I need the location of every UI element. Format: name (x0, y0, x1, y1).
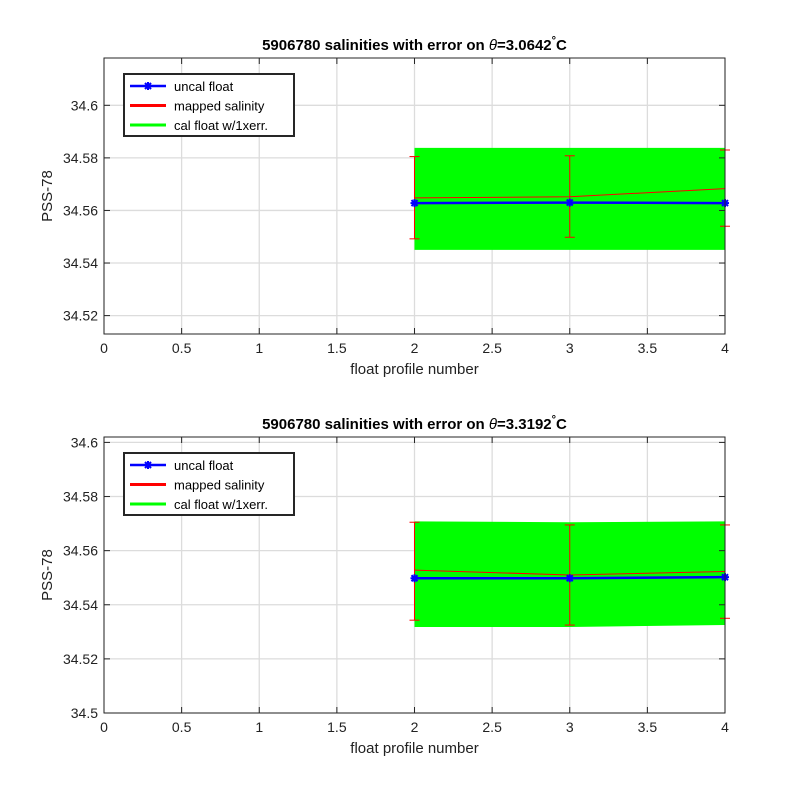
x-tick-label: 0 (100, 340, 108, 356)
legend-item: cal float w/1xerr. (130, 497, 268, 512)
x-tick-label: 1.5 (327, 719, 347, 735)
title-theta: θ (489, 37, 497, 54)
x-tick-label: 2.5 (482, 340, 502, 356)
chart-2: 0 0.5 1 1.5 2 2.5 3 3.5 4 34.5 34.52 34.54 34.56 34.5… (39, 414, 730, 757)
title-prefix: 5906780 salinities with error on (262, 37, 489, 54)
legend-label: mapped salinity (174, 478, 265, 493)
x-tick-label: 4 (721, 719, 729, 735)
legend-item: mapped salinity (130, 478, 265, 493)
chart-title: 5906780 salinities with error on θ=3.319… (262, 414, 567, 433)
marker-d2 (566, 574, 574, 582)
x-tick-label: 1.5 (327, 340, 347, 356)
uncal-float-point (565, 198, 574, 207)
marker-d2 (410, 574, 419, 582)
y-tick-label: 34.52 (63, 308, 98, 324)
x-axis-label: float profile number (350, 361, 478, 378)
x-tick-label: 0.5 (172, 719, 192, 735)
legend-item: uncal float (130, 458, 234, 473)
legend-item: cal float w/1xerr. (130, 118, 268, 133)
title-value: =3.3192 (497, 416, 552, 433)
legend-label: mapped salinity (174, 99, 265, 114)
x-tick-label: 1 (255, 719, 263, 735)
x-tick-label: 2 (411, 340, 419, 356)
marker-d2 (410, 199, 419, 207)
y-tick-label: 34.56 (63, 202, 98, 218)
title-value: =3.0642 (497, 37, 552, 54)
y-axis-label: PSS-78 (39, 549, 56, 601)
title-unit: C (556, 416, 567, 433)
uncal-float-point (410, 574, 419, 583)
chart-1: 0 0.5 1 1.5 2 2.5 3 3.5 4 34.52 34.54 34.56 34.58 34.… (39, 35, 730, 378)
x-tick-label: 3.5 (638, 719, 658, 735)
y-tick-label: 34.56 (63, 543, 98, 559)
legend: uncal float mapped salinity cal float w/1x… (123, 73, 295, 137)
legend-label: cal float w/1xerr. (174, 118, 268, 133)
x-tick-label: 2.5 (482, 719, 502, 735)
title-unit: C (556, 37, 567, 54)
legend-marker-d2 (144, 461, 152, 469)
y-tick-label: 34.58 (63, 489, 98, 505)
title-prefix: 5906780 salinities with error on (262, 416, 489, 433)
title-deg: ° (552, 414, 556, 426)
y-tick-label: 34.5 (71, 705, 98, 721)
y-tick-label: 34.6 (71, 434, 98, 450)
x-tick-label: 1 (255, 340, 263, 356)
y-tick-label: 34.54 (63, 255, 98, 271)
mapped-salinity-errorbar (409, 521, 420, 621)
chart-title: 5906780 salinities with error on θ=3.064… (262, 35, 567, 54)
mapped-salinity-line (414, 188, 726, 199)
y-tick-label: 34.58 (63, 150, 98, 166)
legend-label: uncal float (174, 458, 234, 473)
marker-d2 (566, 198, 574, 207)
x-axis-label: float profile number (350, 740, 478, 757)
y-tick-label: 34.52 (63, 651, 98, 667)
legend-label: cal float w/1xerr. (174, 497, 268, 512)
x-tick-label: 0 (100, 719, 108, 735)
x-tick-label: 3 (566, 719, 574, 735)
legend-label: uncal float (174, 79, 234, 94)
x-tick-label: 0.5 (172, 340, 192, 356)
y-axis-label: PSS-78 (39, 170, 56, 222)
title-deg: ° (552, 35, 556, 47)
x-tick-label: 4 (721, 340, 729, 356)
y-tick-label: 34.6 (71, 97, 98, 113)
title-theta: θ (489, 416, 497, 433)
x-tick-label: 2 (411, 719, 419, 735)
legend: uncal float mapped salinity cal float w/1x… (123, 452, 295, 516)
x-tick-label: 3.5 (638, 340, 658, 356)
legend-item: mapped salinity (130, 99, 265, 114)
legend-item: uncal float (130, 79, 234, 94)
uncal-float-point (410, 199, 419, 208)
uncal-float-point (565, 574, 574, 583)
legend-marker-d2 (144, 82, 152, 90)
y-tick-label: 34.54 (63, 597, 98, 613)
x-tick-label: 3 (566, 340, 574, 356)
